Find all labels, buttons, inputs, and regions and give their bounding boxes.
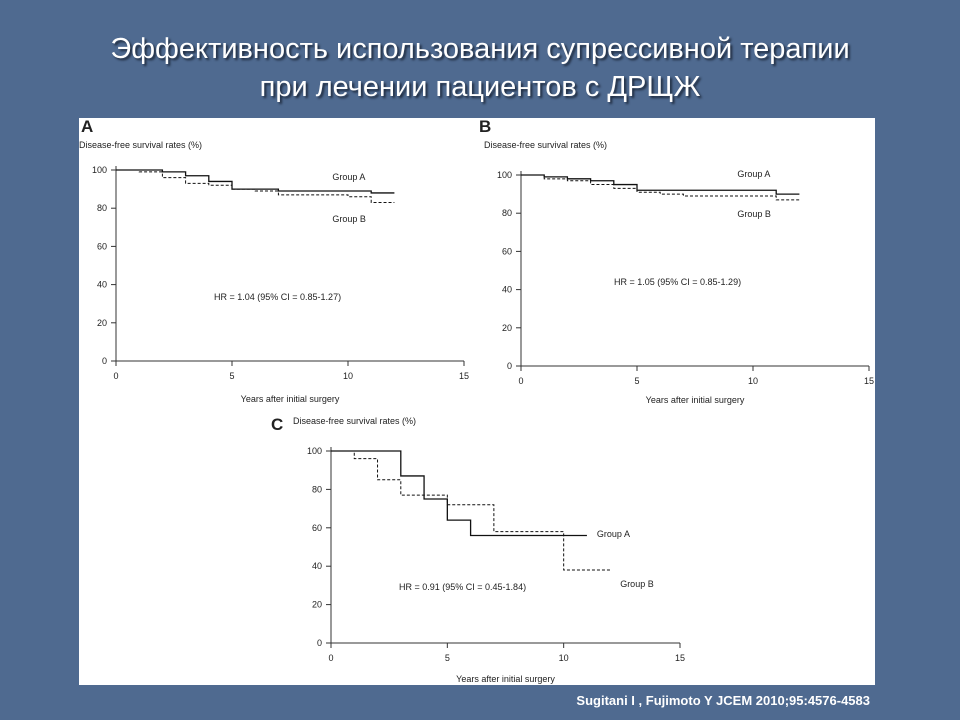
panel-a-y-tick-label: 40 <box>97 280 107 290</box>
panel-c-letter: C <box>271 415 283 434</box>
panel-b-y-axis-label: Disease-free survival rates (%) <box>484 140 607 150</box>
panel-c-x-tick-label: 5 <box>445 653 450 663</box>
panel-c-series-group-a-line <box>331 450 587 537</box>
panel-b-y-tick-label: 80 <box>502 208 512 218</box>
panel-b-x-tick-label: 0 <box>518 376 523 386</box>
figure-panel: A Disease-free survival rates (%) 0 20 40 60 8… <box>79 118 875 685</box>
panel-b-y-tick-label: 60 <box>502 246 512 256</box>
panel-c-y-tick-label: 40 <box>312 561 322 571</box>
panel-c-series-label-group-a: Group A <box>597 529 630 539</box>
panel-a-series-label-group-b: Group B <box>332 214 366 224</box>
panel-b-hr-annotation: HR = 1.05 (95% CI = 0.85-1.29) <box>614 277 741 287</box>
panel-a-series-label-group-a: Group A <box>332 172 365 182</box>
panel-a-x-tick-label: 15 <box>459 371 469 381</box>
panel-b-series-label-group-b: Group B <box>737 209 771 219</box>
panel-b-series-label-group-a: Group A <box>737 169 770 179</box>
panel-a-hr-annotation: HR = 1.04 (95% CI = 0.85-1.27) <box>214 292 341 302</box>
panel-c-x-tick-label: 10 <box>559 653 569 663</box>
panel-b-y-tick-label: 20 <box>502 323 512 333</box>
panel-c-x-axis-label: Years after initial surgery <box>456 674 555 684</box>
panel-c-y-tick-label: 100 <box>307 446 322 456</box>
panel-c-y-tick-label: 60 <box>312 523 322 533</box>
panel-a-y-tick-label: 80 <box>97 203 107 213</box>
panel-a-series-group-a-line <box>116 169 395 194</box>
title-line-2: при лечении пациентов с ДРЩЖ <box>259 71 701 103</box>
panel-c-series-group-b-line <box>331 450 611 571</box>
panel-c-hr-annotation: HR = 0.91 (95% CI = 0.45-1.84) <box>399 582 526 592</box>
slide-title: Эффективность использования супрессивной… <box>0 30 960 106</box>
panel-a-y-tick-label: 0 <box>102 356 107 366</box>
title-line-1: Эффективность использования супрессивной… <box>110 33 850 65</box>
citation: Sugitani I , Fujimoto Y JCEM 2010;95:457… <box>576 693 870 708</box>
panel-c-x-tick-label: 0 <box>328 653 333 663</box>
panel-c-x-tick-label: 15 <box>675 653 685 663</box>
panel-a-letter: A <box>81 118 93 136</box>
panel-a-y-tick-label: 20 <box>97 318 107 328</box>
panel-b-x-tick-label: 15 <box>864 376 874 386</box>
panel-b-x-tick-label: 10 <box>748 376 758 386</box>
panel-a-x-tick-label: 0 <box>113 371 118 381</box>
panel-b-y-tick-label: 0 <box>507 361 512 371</box>
panel-a-x-tick-label: 5 <box>229 371 234 381</box>
panel-a-y-tick-label: 60 <box>97 241 107 251</box>
panel-a-x-tick-label: 10 <box>343 371 353 381</box>
panel-a-y-axis-label: Disease-free survival rates (%) <box>79 140 202 150</box>
panel-c-series-label-group-b: Group B <box>620 579 654 589</box>
panel-b-letter: B <box>479 118 491 136</box>
survival-curves-figure: A Disease-free survival rates (%) 0 20 40 60 8… <box>79 118 874 684</box>
panel-a-x-axis-label: Years after initial surgery <box>241 394 340 404</box>
panel-c-y-tick-label: 0 <box>317 638 322 648</box>
panel-a-y-tick-label: 100 <box>92 165 107 175</box>
panel-b-x-tick-label: 5 <box>634 376 639 386</box>
panel-b-series-group-a-line <box>521 174 800 195</box>
panel-c-y-axis-label: Disease-free survival rates (%) <box>293 416 416 426</box>
panel-b-y-tick-label: 100 <box>497 170 512 180</box>
panel-b-y-tick-label: 40 <box>502 285 512 295</box>
panel-b-series-group-b-line <box>521 174 800 201</box>
panel-c-y-tick-label: 20 <box>312 600 322 610</box>
panel-c-y-tick-label: 80 <box>312 484 322 494</box>
panel-b-x-axis-label: Years after initial surgery <box>646 395 745 405</box>
